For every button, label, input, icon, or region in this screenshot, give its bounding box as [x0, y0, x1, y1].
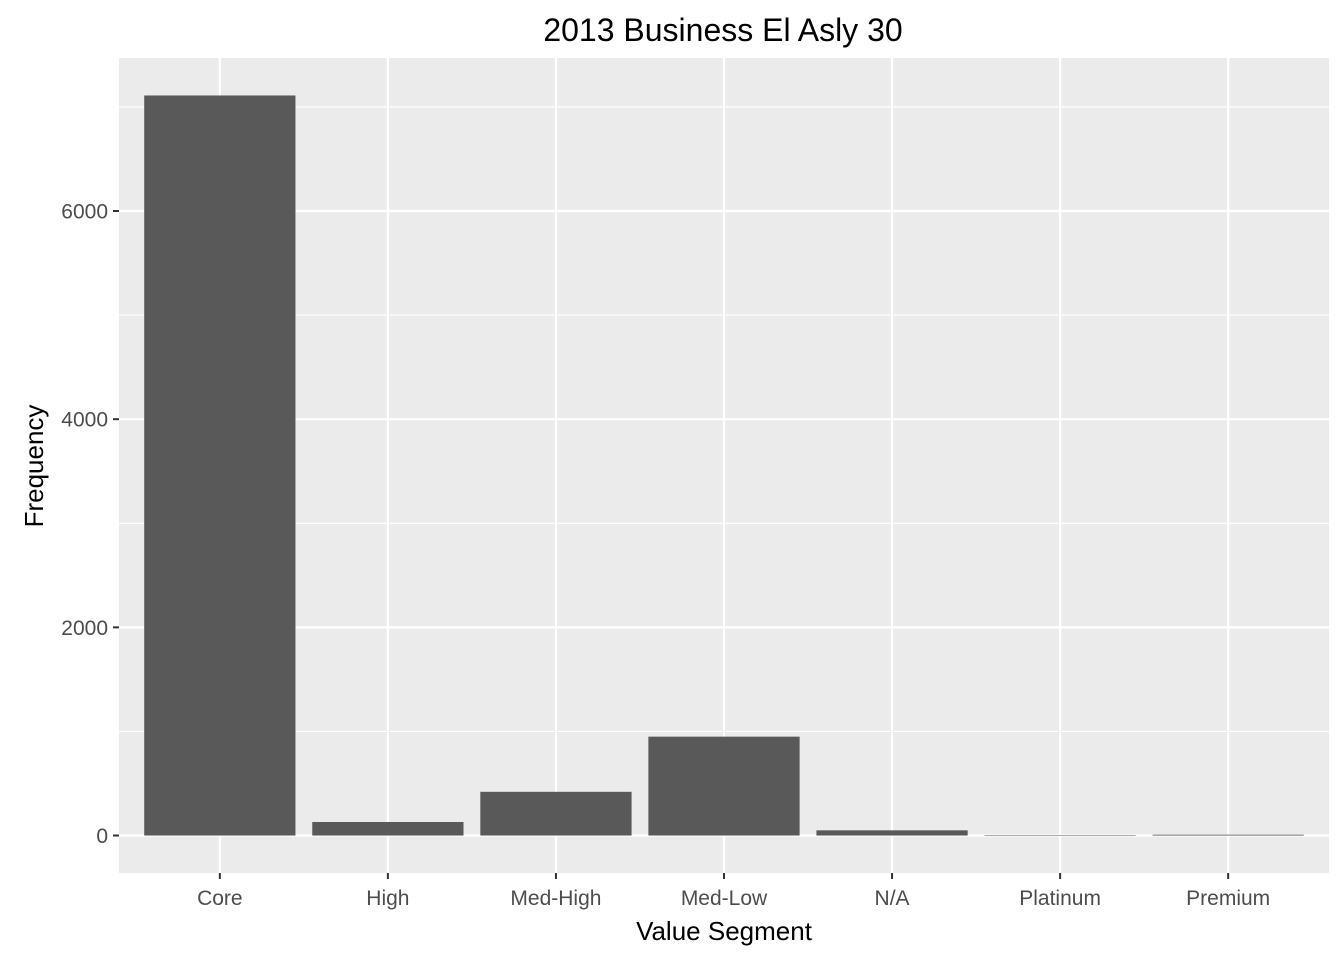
bars [144, 95, 1304, 836]
bar [312, 821, 464, 836]
bar [648, 736, 800, 836]
x-tick-label: Core [197, 887, 243, 910]
y-axis-ticks: 0 2000 4000 6000 [61, 201, 119, 848]
y-tick-label: 2000 [61, 617, 108, 640]
y-tick-label: 0 [96, 825, 108, 848]
x-axis-ticks: Core High Med-High Med-Low N/A Platinum Premiu… [197, 873, 1270, 910]
x-tick-label: Med-High [510, 887, 601, 910]
bar [816, 830, 968, 836]
x-tick-label: Platinum [1019, 887, 1101, 910]
chart-title: 2013 Business El Asly 30 [543, 12, 902, 48]
bar [984, 835, 1136, 836]
x-tick-label: N/A [875, 887, 910, 910]
x-axis-title: Value Segment [636, 916, 813, 946]
y-axis-title: Frequency [19, 405, 49, 528]
bar [480, 791, 632, 836]
bar [144, 95, 296, 836]
x-tick-label: Med-Low [681, 887, 768, 910]
bar [1152, 834, 1304, 836]
y-tick-label: 4000 [61, 409, 108, 432]
y-tick-label: 6000 [61, 201, 108, 224]
x-tick-label: High [366, 887, 409, 910]
x-tick-label: Premium [1186, 887, 1270, 910]
